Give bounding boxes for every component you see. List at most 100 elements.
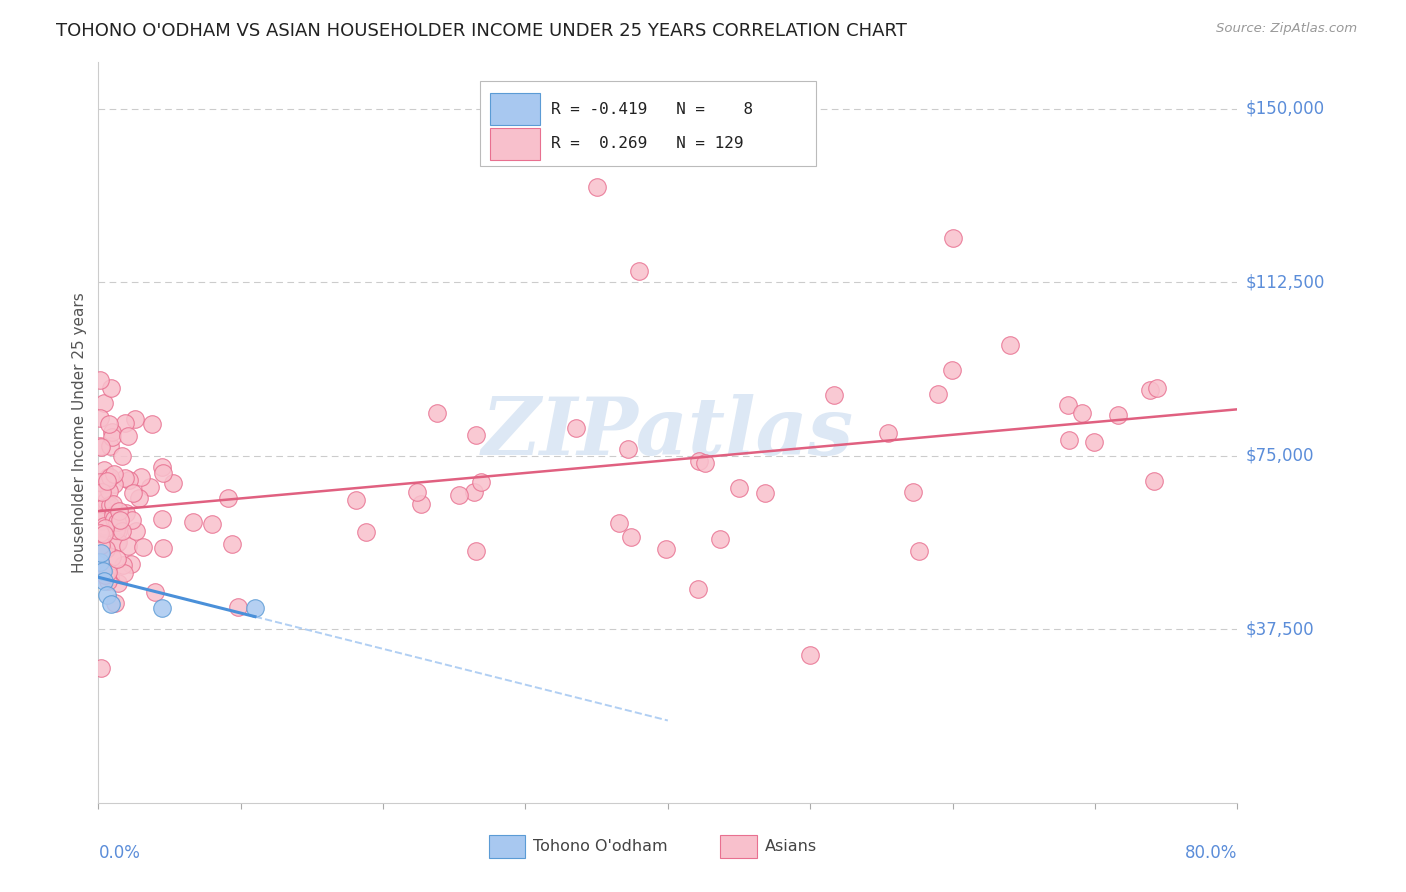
FancyBboxPatch shape [720, 835, 756, 858]
Point [628, 263, 651, 277]
Point [693, 456, 716, 470]
Point [464, 428, 486, 442]
Point [89, 411, 111, 425]
Point [107, 535, 129, 549]
Point [111, 524, 134, 538]
Point [93, 519, 115, 533]
Point [221, 537, 243, 551]
FancyBboxPatch shape [489, 835, 526, 858]
Point [139, 480, 162, 494]
Text: R = -0.419   N =    8: R = -0.419 N = 8 [551, 102, 752, 117]
Point [93, 574, 115, 588]
Point [464, 544, 486, 558]
Point [152, 601, 174, 615]
Point [823, 388, 845, 402]
Point [409, 497, 432, 511]
FancyBboxPatch shape [491, 128, 540, 161]
Point [114, 471, 136, 485]
Point [354, 524, 377, 539]
Point [112, 566, 135, 580]
Point [688, 454, 710, 468]
Point [754, 486, 776, 500]
Point [89, 562, 111, 576]
Point [1143, 475, 1166, 489]
Point [463, 484, 485, 499]
Point [105, 516, 128, 530]
Point [96, 493, 118, 508]
Point [93, 396, 115, 410]
Point [97, 565, 120, 579]
Point [122, 485, 145, 500]
Point [100, 425, 122, 439]
Point [426, 406, 449, 420]
Text: $150,000: $150,000 [1246, 100, 1324, 118]
Point [91, 511, 114, 525]
Point [585, 180, 607, 194]
Point [152, 511, 174, 525]
Text: Tohono O'odham: Tohono O'odham [533, 839, 668, 854]
Point [111, 450, 134, 464]
Y-axis label: Householder Income Under 25 years: Householder Income Under 25 years [72, 293, 87, 573]
Point [120, 557, 142, 571]
Point [117, 429, 139, 443]
Point [96, 475, 118, 489]
Point [89, 526, 111, 541]
Point [1139, 384, 1161, 398]
Point [96, 523, 118, 537]
Point [108, 513, 131, 527]
Point [152, 466, 174, 480]
Point [101, 498, 124, 512]
Point [97, 484, 120, 499]
FancyBboxPatch shape [479, 81, 815, 166]
Point [998, 338, 1021, 352]
Point [908, 544, 931, 558]
Point [98, 498, 121, 512]
Point [709, 532, 731, 546]
Point [90, 660, 112, 674]
Point [655, 542, 678, 557]
Point [101, 550, 124, 565]
Point [927, 386, 949, 401]
Point [217, 491, 239, 506]
Text: R =  0.269   N = 129: R = 0.269 N = 129 [551, 136, 742, 152]
Point [141, 417, 163, 431]
Point [94, 568, 117, 582]
Point [90, 485, 112, 500]
Point [112, 558, 135, 572]
Point [799, 648, 821, 662]
Point [124, 412, 146, 426]
Point [97, 469, 120, 483]
Point [128, 491, 150, 505]
Point [93, 527, 115, 541]
Point [100, 430, 122, 444]
Text: TOHONO O'ODHAM VS ASIAN HOUSEHOLDER INCOME UNDER 25 YEARS CORRELATION CHART: TOHONO O'ODHAM VS ASIAN HOUSEHOLDER INCO… [56, 22, 907, 40]
Point [405, 484, 427, 499]
Point [565, 420, 588, 434]
Point [728, 481, 751, 495]
Point [103, 467, 125, 481]
Point [89, 373, 111, 387]
Point [115, 506, 138, 520]
Point [91, 565, 114, 579]
Text: 80.0%: 80.0% [1185, 844, 1237, 862]
Point [105, 523, 128, 537]
Point [90, 562, 112, 576]
Point [91, 476, 114, 491]
Point [103, 512, 125, 526]
Point [100, 381, 122, 395]
Point [942, 231, 965, 245]
Point [97, 513, 120, 527]
Text: Asians: Asians [765, 839, 817, 854]
Point [143, 585, 166, 599]
Point [105, 552, 128, 566]
Point [201, 516, 224, 531]
Point [100, 570, 122, 584]
Point [121, 513, 143, 527]
Point [117, 540, 139, 554]
Text: $112,500: $112,500 [1246, 273, 1324, 291]
Point [103, 477, 125, 491]
Point [94, 499, 117, 513]
Point [90, 515, 112, 529]
Point [620, 530, 643, 544]
Point [107, 575, 129, 590]
